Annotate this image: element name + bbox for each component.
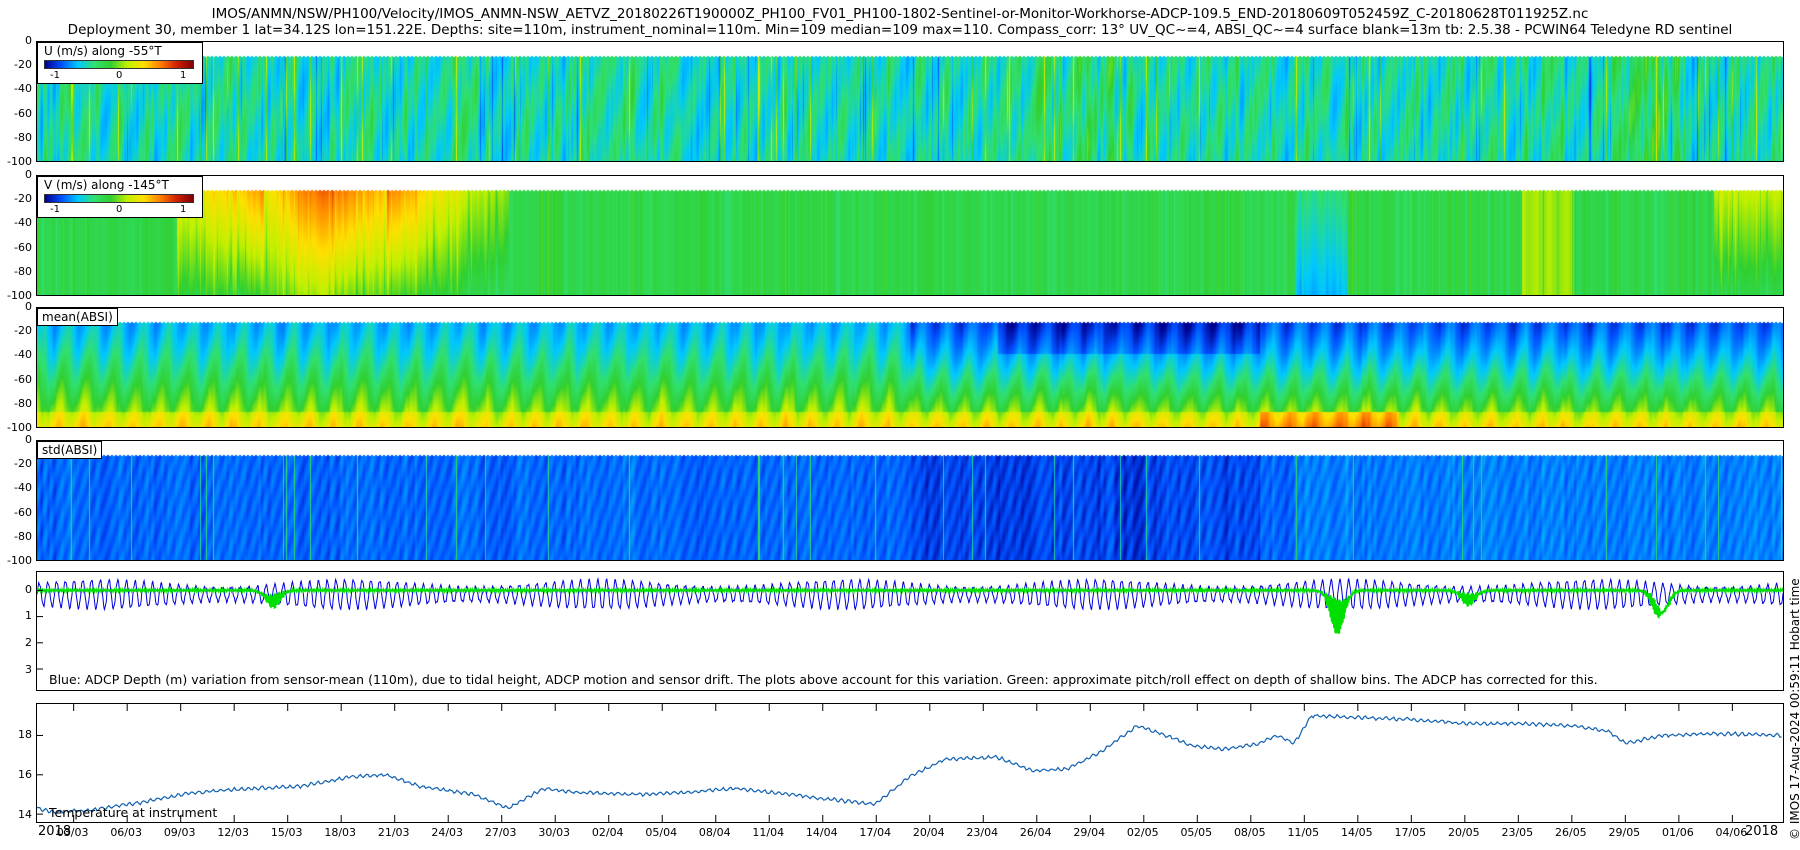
depth-note: Blue: ADCP Depth (m) variation from sens… [49, 672, 1598, 687]
ytick-label-panel0-5: -100 [7, 155, 32, 168]
xtick-label-12: 08/04 [698, 826, 731, 839]
xtick-label-2: 09/03 [163, 826, 196, 839]
u-velocity-heatmap [37, 42, 1783, 161]
figure-title-line2: Deployment 30, member 1 lat=34.12S lon=1… [67, 22, 1733, 38]
ytick-label-panel2-2: -40 [14, 348, 32, 362]
xtick-label-1: 06/03 [110, 826, 143, 839]
ytick-label-panel1-2: -40 [14, 216, 32, 230]
imos-credit-label: © IMOS 17-Aug-2024 00:59:11 Hobart time [1788, 578, 1800, 840]
ytick-label-panel4-1: 1 [25, 609, 32, 623]
xtick-label-21: 05/05 [1180, 826, 1213, 839]
xtick-label-16: 20/04 [912, 826, 945, 839]
ytick-label-panel3-5: -100 [7, 554, 32, 567]
mean-absi-heatmap [37, 308, 1783, 427]
figure-title-line1: IMOS/ANMN/NSW/PH100/Velocity/IMOS_ANMN-N… [211, 6, 1589, 22]
xtick-label-10: 02/04 [591, 826, 624, 839]
ytick-label-panel0-2: -40 [14, 82, 32, 96]
ytick-label-panel5-2: 18 [18, 728, 32, 741]
v-colorbar-tick-min: -1 [50, 204, 60, 215]
depth-variation-line [37, 576, 1783, 612]
ytick-label-panel4-3: 3 [25, 662, 32, 676]
xtick-label-26: 20/05 [1447, 826, 1480, 839]
u-colorbar [44, 60, 194, 69]
v-colorbar [44, 194, 194, 203]
u-velocity-panel: U (m/s) along -55°T -1 0 1 [36, 41, 1784, 162]
v-colorbar-tick-mid: 0 [116, 204, 123, 215]
u-colorbar-tick-min: -1 [50, 70, 60, 81]
xtick-label-27: 23/05 [1501, 826, 1534, 839]
std-absi-label: std(ABSI) [37, 441, 103, 459]
ytick-label-panel1-5: -100 [7, 289, 32, 302]
xtick-label-30: 01/06 [1662, 826, 1694, 839]
ytick-label-panel4-0: 0 [25, 582, 32, 596]
xtick-label-25: 17/05 [1394, 826, 1427, 839]
xtick-label-13: 11/04 [752, 826, 785, 839]
ytick-label-panel0-1: -20 [14, 58, 32, 72]
ytick-label-panel2-0: 0 [25, 300, 32, 313]
xtick-label-18: 26/04 [1019, 826, 1052, 839]
xtick-label-7: 24/03 [431, 826, 464, 839]
mean-absi-label: mean(ABSI) [37, 308, 118, 326]
x-axis-year-left: 2018 [38, 824, 72, 839]
ytick-label-panel2-3: -60 [14, 372, 32, 386]
xtick-label-9: 30/03 [538, 826, 571, 839]
xtick-label-29: 29/05 [1608, 826, 1641, 839]
std-absi-heatmap [37, 441, 1783, 560]
ytick-label-panel3-3: -60 [14, 505, 32, 519]
ytick-label-panel2-4: -80 [14, 396, 32, 410]
ytick-label-panel2-1: -20 [14, 324, 32, 338]
xtick-label-15: 17/04 [859, 826, 892, 839]
ytick-label-panel3-2: -40 [14, 481, 32, 495]
ytick-label-panel1-4: -80 [14, 264, 32, 278]
v-legend-title: V (m/s) along -145°T [44, 178, 169, 192]
ytick-label-panel0-3: -60 [14, 106, 32, 120]
v-velocity-heatmap [37, 176, 1783, 295]
x-axis-year-right: 2018 [1745, 824, 1779, 839]
xtick-label-31: 04/06 [1715, 826, 1748, 839]
u-legend-title: U (m/s) along -55°T [44, 44, 162, 58]
u-colorbar-tick-max: 1 [180, 70, 187, 81]
depth-variation-plot [37, 576, 1783, 670]
xtick-label-28: 26/05 [1554, 826, 1587, 839]
ytick-label-panel1-1: -20 [14, 192, 32, 206]
xtick-label-5: 18/03 [324, 826, 357, 839]
xtick-label-24: 14/05 [1340, 826, 1373, 839]
xtick-label-3: 12/03 [217, 826, 250, 839]
xtick-label-6: 21/03 [377, 826, 410, 839]
temperature-line [37, 713, 1782, 815]
ytick-label-panel3-1: -20 [14, 457, 32, 471]
ytick-label-panel5-0: 14 [18, 808, 32, 821]
xtick-label-20: 02/05 [1126, 826, 1159, 839]
ytick-label-panel1-0: 0 [25, 168, 32, 181]
ytick-label-panel4-2: 2 [25, 636, 32, 649]
v-colorbar-tick-max: 1 [180, 204, 187, 215]
v-colorbar-legend: V (m/s) along -145°T -1 0 1 [37, 176, 203, 218]
temperature-plot [37, 704, 1782, 822]
xtick-label-0: 03/03 [56, 826, 89, 839]
ytick-label-panel0-0: 0 [25, 34, 32, 47]
xtick-label-23: 11/05 [1287, 826, 1320, 839]
ytick-label-panel2-5: -100 [7, 421, 32, 434]
depth-variation-panel: Blue: ADCP Depth (m) variation from sens… [36, 571, 1784, 691]
u-colorbar-legend: U (m/s) along -55°T -1 0 1 [37, 42, 203, 84]
xtick-label-4: 15/03 [270, 826, 303, 839]
xtick-label-19: 29/04 [1073, 826, 1106, 839]
u-colorbar-tick-mid: 0 [116, 70, 123, 81]
v-velocity-panel: V (m/s) along -145°T -1 0 1 [36, 175, 1784, 296]
ytick-label-panel5-1: 16 [18, 768, 32, 781]
ytick-label-panel3-0: 0 [25, 433, 32, 446]
ytick-label-panel0-4: -80 [14, 130, 32, 144]
std-absi-panel: std(ABSI) [36, 440, 1784, 561]
xtick-label-14: 14/04 [805, 826, 838, 839]
xtick-label-11: 05/04 [645, 826, 678, 839]
mean-absi-panel: mean(ABSI) [36, 307, 1784, 428]
xtick-label-17: 23/04 [966, 826, 999, 839]
ytick-label-panel1-3: -60 [14, 240, 32, 254]
ytick-label-panel3-4: -80 [14, 529, 32, 543]
temperature-note: Temperature at instrument [49, 805, 218, 820]
temperature-panel: Temperature at instrument [36, 703, 1784, 823]
xtick-label-8: 27/03 [484, 826, 517, 839]
xtick-label-22: 08/05 [1233, 826, 1266, 839]
pitch-roll-effect-line [37, 586, 1783, 634]
